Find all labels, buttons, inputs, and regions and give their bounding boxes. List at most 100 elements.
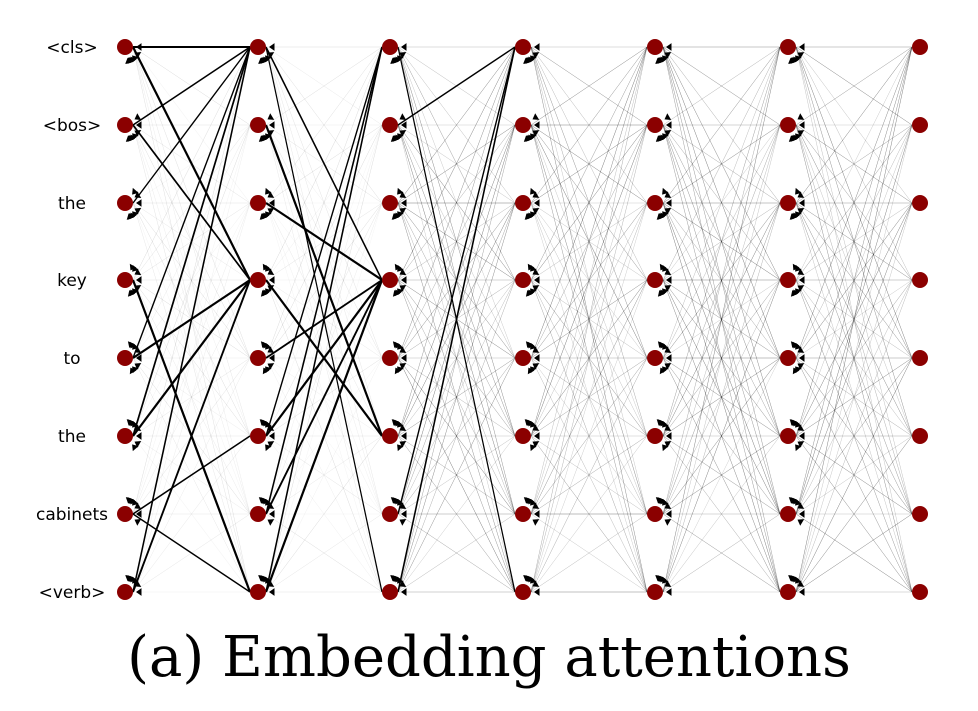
arrowhead <box>262 367 270 375</box>
arrowhead <box>267 113 275 120</box>
strong-attention-edge <box>132 46 251 281</box>
arrowhead <box>132 444 139 452</box>
attention-edge <box>397 202 516 281</box>
attention-edge <box>397 279 516 515</box>
attention-edge <box>530 202 648 437</box>
arrowhead <box>789 213 797 220</box>
attention-edge <box>795 357 913 515</box>
attention-edge <box>530 46 648 515</box>
arrowhead <box>799 510 805 518</box>
token-node <box>117 506 133 522</box>
arrowhead <box>136 510 142 518</box>
attention-edge <box>795 46 913 281</box>
arrowhead <box>664 502 672 509</box>
arrowhead <box>134 363 142 370</box>
arrowhead <box>269 121 275 129</box>
arrowhead <box>657 290 665 297</box>
arrowhead <box>401 588 407 596</box>
arrowhead <box>790 290 798 297</box>
attention-edge <box>662 46 781 126</box>
strong-attention-edge <box>132 46 251 437</box>
edge-layer <box>131 45 913 593</box>
arrowhead <box>392 290 400 297</box>
attention-edge <box>530 279 648 515</box>
arrowhead <box>523 135 532 142</box>
token-node <box>382 39 398 55</box>
arrowhead <box>532 285 540 292</box>
token-node <box>780 195 796 211</box>
token-node <box>117 272 133 288</box>
attention-edge <box>662 435 781 593</box>
attention-edge <box>662 46 781 359</box>
strong-attention-edge <box>397 46 516 126</box>
strong-attention-edge <box>132 46 251 126</box>
arrowhead <box>136 199 142 207</box>
attention-edge <box>530 124 648 593</box>
arrowhead <box>259 213 267 220</box>
arrowhead <box>664 519 672 526</box>
arrowhead <box>666 199 672 207</box>
attention-edge <box>397 279 516 593</box>
attention-edge <box>530 124 648 515</box>
attention-edge <box>662 357 781 593</box>
strong-attention-edge <box>397 46 516 515</box>
token-node <box>912 584 928 600</box>
arrowhead <box>399 191 407 198</box>
attention-edge <box>132 435 251 593</box>
attention-edge <box>795 202 913 593</box>
attention-edge <box>265 513 383 593</box>
attention-edge <box>132 357 251 437</box>
arrowhead <box>659 367 667 375</box>
attention-edge <box>530 279 648 593</box>
arrowhead <box>532 519 540 526</box>
token-node <box>780 39 796 55</box>
arrowhead <box>134 441 142 448</box>
arrowhead <box>662 444 669 452</box>
arrowhead <box>664 580 672 587</box>
token-label: to <box>63 349 80 369</box>
token-node <box>250 506 266 522</box>
attention-edge <box>530 46 648 126</box>
arrowhead <box>136 354 142 362</box>
token-node <box>912 195 928 211</box>
attention-edge <box>662 46 781 515</box>
attention-edge <box>397 202 516 515</box>
attention-edge <box>795 46 913 126</box>
arrowhead <box>532 502 540 509</box>
token-node <box>515 117 531 133</box>
arrowhead <box>664 130 672 137</box>
arrowhead <box>267 268 275 275</box>
arrowhead <box>390 57 398 64</box>
strong-attention-edge <box>265 279 383 515</box>
arrowhead <box>666 510 672 518</box>
attention-edge <box>530 202 648 593</box>
arrowhead <box>666 43 672 51</box>
arrowhead <box>664 285 672 292</box>
attention-edge <box>530 124 648 204</box>
attention-edge <box>265 124 383 281</box>
arrowhead <box>532 191 540 198</box>
attention-edge <box>530 124 648 437</box>
token-label: the <box>58 194 86 214</box>
arrowhead <box>399 207 407 215</box>
attention-edge <box>397 357 516 437</box>
attention-edge <box>662 435 781 593</box>
attention-edge <box>132 202 251 593</box>
attention-edge <box>530 46 648 204</box>
arrowhead <box>134 113 142 120</box>
arrowhead <box>265 444 272 452</box>
attention-edge <box>132 124 251 437</box>
attention-edge <box>530 513 648 593</box>
arrowhead <box>269 199 275 207</box>
attention-edge <box>662 46 781 204</box>
token-node <box>250 272 266 288</box>
token-node <box>515 584 531 600</box>
token-node <box>912 428 928 444</box>
attention-edge <box>397 46 516 359</box>
attention-edge <box>530 279 648 359</box>
attention-edge <box>265 124 383 281</box>
token-node <box>117 195 133 211</box>
token-node <box>780 117 796 133</box>
arrowhead <box>399 441 407 448</box>
arrowhead <box>399 502 407 509</box>
